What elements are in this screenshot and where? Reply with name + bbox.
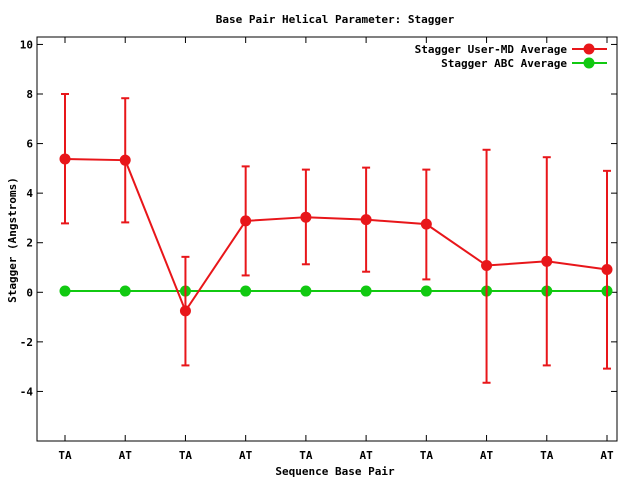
x-axis-label: Sequence Base Pair — [275, 465, 395, 478]
md-data-point — [481, 260, 493, 272]
y-tick-label: 2 — [26, 237, 33, 250]
y-tick-label: -4 — [20, 385, 34, 398]
x-tick-label: AT — [480, 449, 494, 462]
abc-legend-label: Stagger ABC Average — [441, 57, 567, 70]
md-data-point — [240, 215, 252, 227]
md-data-point — [59, 153, 71, 165]
x-tick-label: TA — [540, 449, 554, 462]
md-data-point — [300, 211, 312, 223]
y-axis-label: Stagger (Angstroms) — [6, 177, 19, 303]
y-tick-label: 6 — [26, 138, 33, 151]
abc-legend-marker — [583, 57, 595, 69]
abc-data-point — [300, 285, 312, 297]
abc-data-point — [420, 285, 432, 297]
series-layer — [59, 93, 613, 384]
md-data-point — [601, 263, 613, 275]
md-data-point — [119, 154, 131, 166]
md-data-point — [420, 218, 432, 230]
y-tick-label: 4 — [26, 187, 33, 200]
x-tick-label: AT — [359, 449, 373, 462]
md-data-point — [360, 214, 372, 226]
y-tick-label: 10 — [20, 38, 33, 51]
x-tick-label: AT — [119, 449, 133, 462]
md-legend-marker — [583, 43, 595, 55]
md-data-point — [541, 255, 553, 267]
chart-title: Base Pair Helical Parameter: Stagger — [216, 13, 455, 26]
y-tick-label: 0 — [26, 286, 33, 299]
y-tick-label: -2 — [20, 336, 33, 349]
x-tick-label: TA — [299, 449, 313, 462]
x-tick-label: TA — [420, 449, 434, 462]
x-tick-label: TA — [58, 449, 72, 462]
y-axis-ticks: -4 -2 0 2 4 6 8 10 — [20, 38, 617, 398]
md-data-point — [179, 305, 191, 317]
x-tick-label: TA — [179, 449, 193, 462]
abc-data-point — [119, 285, 131, 297]
abc-data-point — [59, 285, 71, 297]
abc-data-point — [240, 285, 252, 297]
md-series-line — [64, 157, 608, 314]
abc-data-point — [360, 285, 372, 297]
x-axis-ticks: TA AT TA AT TA AT TA AT TA AT — [58, 37, 614, 462]
x-tick-label: AT — [239, 449, 253, 462]
x-tick-label: AT — [600, 449, 614, 462]
y-tick-label: 8 — [26, 88, 33, 101]
plot-frame — [36, 36, 618, 442]
md-legend-label: Stagger User-MD Average — [415, 43, 568, 56]
